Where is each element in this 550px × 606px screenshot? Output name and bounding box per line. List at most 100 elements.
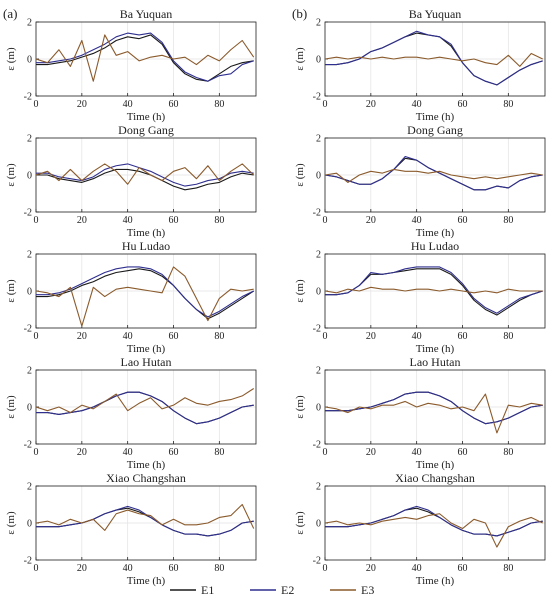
x-tick-label: 40: [412, 99, 422, 110]
x-axis-label: Time (h): [416, 343, 455, 355]
x-axis-label: Time (h): [416, 575, 455, 587]
series-line-e3: [36, 34, 255, 82]
series-line-e2: [325, 505, 543, 537]
y-tick-label: 0: [316, 55, 321, 66]
chart-title: Dong Gang: [407, 123, 463, 137]
x-tick-label: 60: [169, 447, 179, 458]
y-tick-label: 2: [27, 250, 32, 261]
x-axis-label: Time (h): [127, 343, 166, 355]
y-tick-label: 0: [27, 287, 32, 298]
x-tick-label: 0: [323, 215, 328, 226]
x-tick-label: 20: [366, 331, 376, 342]
series-line-e3: [36, 266, 254, 327]
y-tick-label: 0: [27, 55, 32, 66]
legend-label-e2: E2: [281, 583, 294, 597]
y-axis-label: ε (m): [5, 279, 17, 303]
chart-title: Xiao Changshan: [106, 471, 186, 485]
x-axis-label: Time (h): [127, 111, 166, 123]
chart-title: Dong Gang: [118, 123, 174, 137]
x-tick-label: 40: [123, 99, 133, 110]
x-tick-label: 20: [77, 447, 87, 458]
series-line-e1: [36, 391, 254, 425]
x-tick-label: 40: [123, 447, 133, 458]
series-line-e3: [36, 388, 255, 414]
y-tick-label: -2: [313, 556, 321, 567]
y-tick-label: -2: [24, 440, 32, 451]
chart-title: Lao Hutan: [121, 355, 172, 369]
chart-title: Lao Hutan: [410, 355, 461, 369]
y-tick-label: -2: [24, 556, 32, 567]
chart-title: Xiao Changshan: [395, 471, 475, 485]
x-tick-label: 20: [77, 99, 87, 110]
x-tick-label: 60: [169, 99, 179, 110]
legend-label-e3: E3: [361, 583, 374, 597]
x-tick-label: 40: [412, 215, 422, 226]
y-tick-label: -2: [24, 92, 32, 103]
x-tick-label: 40: [123, 215, 133, 226]
y-tick-label: 0: [27, 519, 32, 530]
series-line-e2: [36, 505, 254, 537]
y-axis-label: ε (m): [5, 47, 17, 71]
x-tick-label: 0: [34, 563, 39, 574]
series-line-e1: [325, 268, 543, 316]
series-line-e2: [325, 391, 543, 425]
series-line-e2: [325, 155, 543, 191]
x-tick-label: 80: [503, 99, 513, 110]
x-tick-label: 80: [214, 331, 224, 342]
series-line-e3: [325, 168, 543, 183]
y-tick-label: 0: [27, 403, 32, 414]
series-line-e3: [325, 513, 543, 548]
y-tick-label: -2: [24, 208, 32, 219]
y-tick-label: 2: [27, 134, 32, 145]
y-tick-label: 2: [316, 250, 321, 261]
x-tick-label: 20: [77, 215, 87, 226]
y-axis-label: ε (m): [294, 511, 306, 535]
series-line-e2: [36, 32, 254, 82]
x-tick-label: 60: [458, 447, 468, 458]
series-line-e3: [325, 393, 543, 434]
x-tick-label: 80: [214, 447, 224, 458]
y-axis-label: ε (m): [294, 163, 306, 187]
y-tick-label: 0: [316, 519, 321, 530]
x-tick-label: 80: [503, 331, 513, 342]
y-axis-label: ε (m): [294, 47, 306, 71]
x-tick-label: 60: [458, 215, 468, 226]
x-tick-label: 40: [123, 563, 133, 574]
x-tick-label: 60: [458, 331, 468, 342]
x-tick-label: 60: [458, 99, 468, 110]
x-tick-label: 80: [503, 215, 513, 226]
x-tick-label: 20: [366, 563, 376, 574]
x-tick-label: 80: [214, 563, 224, 574]
y-tick-label: 2: [316, 482, 321, 493]
x-tick-label: 80: [214, 215, 224, 226]
x-tick-label: 40: [123, 331, 133, 342]
x-tick-label: 60: [458, 563, 468, 574]
x-tick-label: 60: [169, 215, 179, 226]
x-tick-label: 40: [412, 447, 422, 458]
y-tick-label: 0: [316, 171, 321, 182]
series-line-e1: [36, 168, 254, 191]
y-axis-label: ε (m): [5, 395, 17, 419]
y-tick-label: 2: [27, 18, 32, 29]
x-tick-label: 20: [366, 215, 376, 226]
y-tick-label: 0: [27, 171, 32, 182]
y-tick-label: -2: [313, 324, 321, 335]
series-line-e2: [36, 391, 254, 425]
series-line-e2: [36, 266, 254, 318]
series-line-e1: [36, 268, 255, 320]
x-tick-label: 80: [214, 99, 224, 110]
chart-title: Ba Yuquan: [120, 7, 173, 21]
x-tick-label: 20: [366, 447, 376, 458]
series-line-e2: [36, 163, 254, 187]
x-axis-label: Time (h): [127, 575, 166, 587]
y-tick-label: -2: [313, 92, 321, 103]
series-line-e1: [36, 34, 254, 82]
y-tick-label: 2: [316, 18, 321, 29]
y-tick-label: 0: [316, 403, 321, 414]
y-tick-label: 2: [316, 366, 321, 377]
